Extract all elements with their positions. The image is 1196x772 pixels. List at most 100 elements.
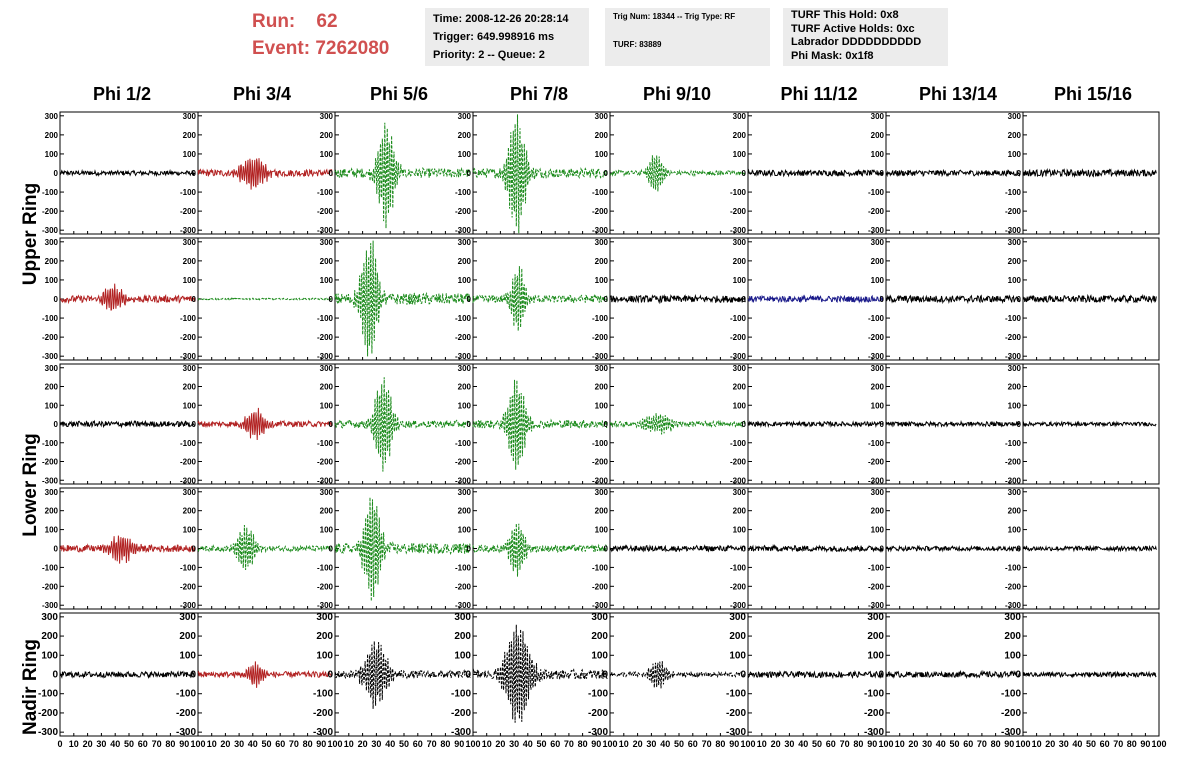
waveform-r1-c3 (472, 266, 608, 331)
y-tick-label: -300 (317, 352, 334, 361)
y-tick-label: -300 (313, 727, 333, 738)
waveform-r3-c2 (334, 497, 471, 602)
y-tick-label: 300 (458, 112, 472, 121)
x-tick-label: 50 (536, 739, 546, 749)
y-tick-label: 0 (54, 420, 59, 429)
y-tick-label: -300 (176, 727, 196, 738)
y-tick-label: -100 (1005, 314, 1022, 323)
y-tick-label: -300 (868, 352, 885, 361)
y-tick-label: -200 (730, 333, 747, 342)
waveform-r1-c0 (59, 283, 196, 311)
y-tick-label: 200 (867, 631, 884, 642)
waveform-r4-c1 (197, 661, 333, 688)
y-tick-label: 100 (320, 401, 334, 410)
y-tick-label: 0 (54, 169, 59, 178)
y-tick-label: -300 (592, 226, 609, 235)
y-tick-label: -300 (1001, 727, 1021, 738)
y-tick-label: 0 (52, 670, 58, 681)
y-tick-label: 0 (329, 295, 334, 304)
x-tick-label: 100 (602, 739, 617, 749)
y-tick-label: 300 (45, 112, 59, 121)
y-tick-label: 100 (45, 276, 59, 285)
waveform-r3-c7 (1022, 544, 1157, 553)
y-tick-label: -200 (176, 708, 196, 719)
x-tick-label: 60 (138, 739, 148, 749)
y-tick-label: -300 (868, 601, 885, 610)
x-tick-label: 90 (316, 739, 326, 749)
x-tick-label: 70 (1113, 739, 1123, 749)
y-tick-label: 200 (1008, 507, 1022, 516)
y-tick-label: -200 (455, 333, 472, 342)
y-tick-label: -300 (42, 476, 59, 485)
waveform-r2-c1 (197, 407, 333, 441)
waveform-r3-c5 (747, 543, 884, 553)
event-value: 7262080 (315, 38, 390, 59)
y-tick-label: 0 (742, 545, 747, 554)
waveform-r2-c2 (334, 377, 471, 472)
y-tick-label: -200 (180, 333, 197, 342)
y-tick-label: 300 (733, 364, 747, 373)
y-tick-label: 100 (733, 401, 747, 410)
y-tick-label: 100 (595, 526, 609, 535)
x-tick-label: 80 (303, 739, 313, 749)
column-header-phi-13-14: Phi 13/14 (918, 84, 998, 104)
y-tick-label: -200 (868, 582, 885, 591)
y-tick-label: 300 (45, 238, 59, 247)
y-tick-label: -300 (180, 476, 197, 485)
y-tick-label: 300 (320, 488, 334, 497)
event-row: Event: 7262080 (252, 35, 389, 62)
y-tick-label: -200 (726, 708, 746, 719)
y-tick-label: 100 (1008, 526, 1022, 535)
y-tick-label: 300 (871, 238, 885, 247)
y-tick-label: -300 (726, 727, 746, 738)
y-tick-label: -300 (868, 226, 885, 235)
y-tick-label: 200 (458, 131, 472, 140)
y-tick-label: -300 (730, 226, 747, 235)
y-tick-label: 100 (1004, 650, 1021, 661)
y-tick-label: 300 (458, 238, 472, 247)
x-tick-label: 10 (69, 739, 79, 749)
y-tick-label: -100 (180, 188, 197, 197)
y-tick-label: 200 (454, 631, 471, 642)
y-tick-label: -300 (592, 476, 609, 485)
y-tick-label: 0 (1017, 420, 1022, 429)
x-tick-label: 70 (564, 739, 574, 749)
y-tick-label: 100 (871, 276, 885, 285)
x-tick-label: 90 (729, 739, 739, 749)
waveform-r0-c4 (609, 155, 746, 192)
y-tick-label: 100 (45, 150, 59, 159)
y-tick-label: -300 (42, 352, 59, 361)
y-tick-label: -100 (455, 188, 472, 197)
y-tick-label: -200 (455, 458, 472, 467)
y-tick-label: 300 (45, 364, 59, 373)
y-tick-label: 300 (595, 112, 609, 121)
run-event-box: Run: 62 Event: 7262080 (252, 8, 389, 62)
y-tick-label: -100 (42, 563, 59, 572)
y-tick-label: 100 (1008, 150, 1022, 159)
y-tick-label: 100 (458, 150, 472, 159)
y-tick-label: 200 (316, 631, 333, 642)
y-tick-label: -100 (42, 314, 59, 323)
y-tick-label: 300 (595, 238, 609, 247)
y-tick-label: -200 (1001, 708, 1021, 719)
y-tick-label: -100 (864, 689, 884, 700)
waveform-r0-c5 (747, 168, 884, 178)
x-tick-label: 40 (110, 739, 120, 749)
x-tick-label: 80 (853, 739, 863, 749)
y-tick-label: 300 (179, 612, 196, 623)
y-tick-label: 100 (867, 650, 884, 661)
x-tick-label: 30 (646, 739, 656, 749)
x-tick-label: 80 (715, 739, 725, 749)
run-label: Run: (252, 11, 296, 32)
y-tick-label: 300 (733, 238, 747, 247)
y-tick-label: 200 (595, 131, 609, 140)
y-tick-label: -300 (451, 727, 471, 738)
x-tick-label: 10 (895, 739, 905, 749)
x-tick-label: 50 (261, 739, 271, 749)
y-tick-label: -100 (730, 439, 747, 448)
y-tick-label: 300 (591, 612, 608, 623)
y-tick-label: 300 (183, 238, 197, 247)
y-tick-label: 0 (1015, 670, 1021, 681)
waveform-r3-c0 (59, 535, 196, 564)
